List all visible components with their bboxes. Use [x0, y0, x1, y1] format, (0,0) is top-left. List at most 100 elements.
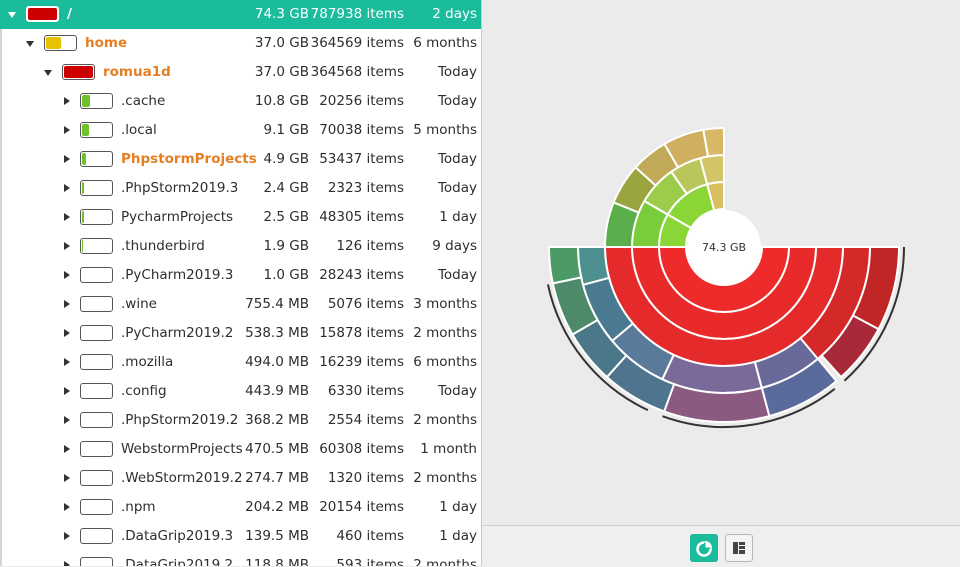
row-items: 2554 items: [327, 412, 404, 428]
tree-row[interactable]: .config 443.9 MB 6330 items Today: [0, 377, 481, 406]
size-bar: [62, 64, 95, 80]
row-size: 494.0 MB: [245, 354, 309, 370]
row-date: 3 months: [413, 296, 477, 312]
size-bar: [80, 470, 113, 486]
row-name: .PyCharm2019.2: [121, 325, 234, 341]
ring-chart[interactable]: 74.3 GB: [482, 0, 960, 524]
expand-arrow-icon[interactable]: [64, 416, 70, 424]
window-edge: [0, 0, 2, 566]
row-size: 755.4 MB: [245, 296, 309, 312]
size-bar: [26, 6, 59, 22]
row-size: 1.0 GB: [263, 267, 309, 283]
expand-arrow-icon[interactable]: [64, 300, 70, 308]
row-name: .wine: [121, 296, 157, 312]
expand-arrow-icon[interactable]: [64, 561, 70, 566]
expand-arrow-icon[interactable]: [64, 387, 70, 395]
row-items: 787938 items: [310, 6, 404, 22]
row-items: 364569 items: [310, 35, 404, 51]
row-items: 16239 items: [319, 354, 404, 370]
row-name: .PhpStorm2019.3: [121, 180, 239, 196]
row-name: PycharmProjects: [121, 209, 234, 225]
row-date: Today: [437, 267, 477, 283]
expand-arrow-icon[interactable]: [64, 242, 70, 250]
row-size: 1.9 GB: [263, 238, 309, 254]
row-size: 4.9 GB: [263, 151, 309, 167]
size-bar: [80, 296, 113, 312]
ring-chart-view-button[interactable]: [690, 534, 718, 562]
size-bar-fill: [82, 211, 84, 223]
ring-chart-svg[interactable]: 74.3 GB: [482, 0, 960, 524]
expand-arrow-icon[interactable]: [64, 329, 70, 337]
row-items: 593 items: [336, 557, 404, 566]
collapse-arrow-icon[interactable]: [8, 12, 16, 18]
size-bar-fill: [82, 124, 90, 136]
row-size: 538.3 MB: [245, 325, 309, 341]
tree-row[interactable]: .thunderbird 1.9 GB 126 items 9 days: [0, 232, 481, 261]
row-items: 53437 items: [319, 151, 404, 167]
tree-row[interactable]: romua1d 37.0 GB 364568 items Today: [0, 58, 481, 87]
row-items: 2323 items: [327, 180, 404, 196]
row-size: 470.5 MB: [245, 441, 309, 457]
tree-row[interactable]: PhpstormProjects 4.9 GB 53437 items Today: [0, 145, 481, 174]
size-bar-fill: [28, 8, 57, 20]
row-name: .WebStorm2019.2: [121, 470, 243, 486]
directory-tree[interactable]: / 74.3 GB 787938 items 2 days home 37.0 GB 364…: [0, 0, 482, 566]
tree-row[interactable]: .WebStorm2019.2 274.7 MB 1320 items 2 month…: [0, 464, 481, 493]
row-date: Today: [437, 383, 477, 399]
size-bar: [44, 35, 77, 51]
treemap-view-button[interactable]: [725, 534, 753, 562]
row-size: 74.3 GB: [254, 6, 309, 22]
ring-outline: [546, 284, 649, 412]
row-date: 2 days: [432, 6, 477, 22]
row-size: 204.2 MB: [245, 499, 309, 515]
ring-center-label: 74.3 GB: [702, 241, 746, 254]
expand-arrow-icon[interactable]: [64, 358, 70, 366]
ring-segment[interactable]: [702, 126, 725, 158]
ring-center[interactable]: [687, 210, 761, 284]
collapse-arrow-icon[interactable]: [44, 70, 52, 76]
expand-arrow-icon[interactable]: [64, 155, 70, 163]
row-size: 2.4 GB: [263, 180, 309, 196]
tree-row[interactable]: .wine 755.4 MB 5076 items 3 months: [0, 290, 481, 319]
tree-row[interactable]: .DataGrip2019.2 118.8 MB 593 items 2 months: [0, 551, 481, 566]
expand-arrow-icon[interactable]: [64, 445, 70, 453]
tree-row[interactable]: .PhpStorm2019.2 368.2 MB 2554 items 2 month…: [0, 406, 481, 435]
tree-row[interactable]: .PyCharm2019.3 1.0 GB 28243 items Today: [0, 261, 481, 290]
collapse-arrow-icon[interactable]: [26, 41, 34, 47]
tree-row[interactable]: .npm 204.2 MB 20154 items 1 day: [0, 493, 481, 522]
size-bar-fill: [64, 66, 93, 78]
tree-row[interactable]: .PhpStorm2019.3 2.4 GB 2323 items Today: [0, 174, 481, 203]
tree-row[interactable]: WebstormProjects 470.5 MB 60308 items 1 mon…: [0, 435, 481, 464]
tree-row[interactable]: .local 9.1 GB 70038 items 5 months: [0, 116, 481, 145]
expand-arrow-icon[interactable]: [64, 474, 70, 482]
expand-arrow-icon[interactable]: [64, 271, 70, 279]
ring-segment[interactable]: [576, 246, 611, 287]
tree-row[interactable]: / 74.3 GB 787938 items 2 days: [0, 0, 481, 29]
expand-arrow-icon[interactable]: [64, 532, 70, 540]
expand-arrow-icon[interactable]: [64, 213, 70, 221]
row-date: 2 months: [413, 470, 477, 486]
row-items: 70038 items: [319, 122, 404, 138]
expand-arrow-icon[interactable]: [64, 97, 70, 105]
tree-row[interactable]: .mozilla 494.0 MB 16239 items 6 months: [0, 348, 481, 377]
size-bar-fill: [46, 37, 61, 49]
expand-arrow-icon[interactable]: [64, 184, 70, 192]
row-items: 48305 items: [319, 209, 404, 225]
ring-segment[interactable]: [820, 314, 880, 379]
row-size: 139.5 MB: [245, 528, 309, 544]
row-items: 460 items: [336, 528, 404, 544]
tree-row[interactable]: home 37.0 GB 364569 items 6 months: [0, 29, 481, 58]
expand-arrow-icon[interactable]: [64, 126, 70, 134]
tree-row[interactable]: PycharmProjects 2.5 GB 48305 items 1 day: [0, 203, 481, 232]
size-bar: [80, 383, 113, 399]
ring-segment[interactable]: [547, 246, 583, 285]
tree-row[interactable]: .PyCharm2019.2 538.3 MB 15878 items 2 month…: [0, 319, 481, 348]
row-items: 6330 items: [327, 383, 404, 399]
row-date: 1 day: [439, 528, 477, 544]
size-bar: [80, 528, 113, 544]
size-bar: [80, 499, 113, 515]
size-bar: [80, 441, 113, 457]
expand-arrow-icon[interactable]: [64, 503, 70, 511]
tree-row[interactable]: .DataGrip2019.3 139.5 MB 460 items 1 day: [0, 522, 481, 551]
tree-row[interactable]: .cache 10.8 GB 20256 items Today: [0, 87, 481, 116]
